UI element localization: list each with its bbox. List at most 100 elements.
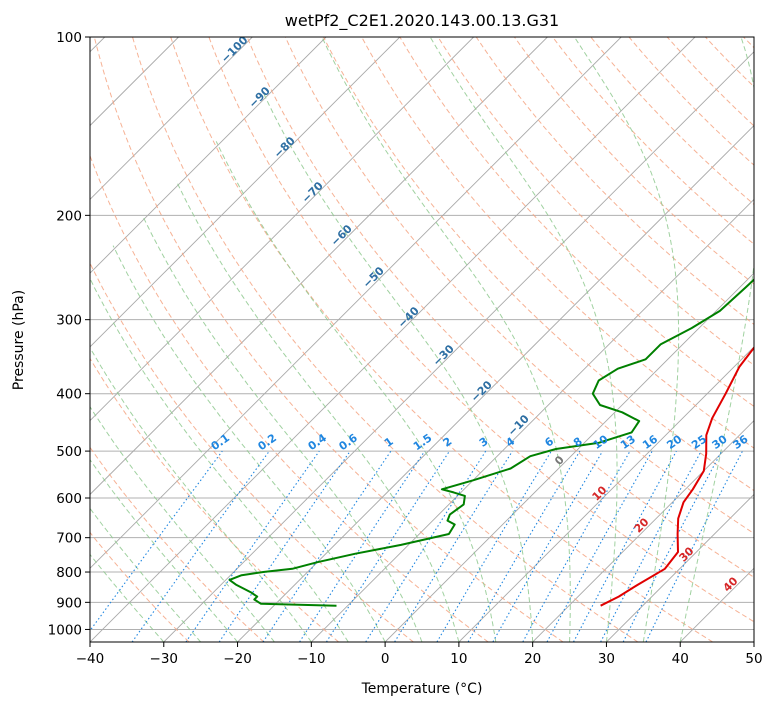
x-axis-label: Temperature (°C) xyxy=(361,681,483,697)
dry-adiabat-label: −50 xyxy=(360,264,387,291)
dry-adiabat-line xyxy=(552,37,754,245)
isotherm-line xyxy=(90,37,401,348)
x-axis: −40 −30 −20 −10 0 10 20 30 40 50 xyxy=(76,642,763,667)
y-axis: 100 200 300 400 500 600 700 800 900 1000 xyxy=(48,30,90,638)
x-tick-label: −30 xyxy=(150,651,179,667)
dry-adiabat-label: −30 xyxy=(430,342,457,369)
isotherm-line xyxy=(90,37,696,642)
isotherm-line xyxy=(384,272,754,642)
dry-adiabat-line xyxy=(705,37,754,88)
dry-adiabat-line xyxy=(628,37,754,166)
y-tick-label: 1000 xyxy=(48,622,82,638)
x-tick-label: 30 xyxy=(598,651,615,667)
x-tick-label: −20 xyxy=(223,651,252,667)
mixing-ratio-label: 1 xyxy=(382,435,396,450)
mixing-ratio-line xyxy=(394,450,513,642)
dry-adiabat-label: −100 xyxy=(219,33,251,65)
mixing-ratio-line xyxy=(299,450,426,642)
mixing-ratio-label: 3 xyxy=(477,435,491,450)
dry-adiabat-line xyxy=(170,37,713,642)
mixing-ratio-label: 36 xyxy=(730,432,750,452)
mixing-ratio-line xyxy=(262,450,392,642)
isotherm-line xyxy=(679,567,754,642)
y-tick-label: 800 xyxy=(56,565,82,581)
mixing-ratio-line xyxy=(467,450,581,642)
mixing-ratio-label: 30 xyxy=(710,432,730,452)
dry-adiabat-line xyxy=(437,37,754,366)
dry-adiabat-line xyxy=(246,37,754,578)
moist-adiabat-line xyxy=(90,277,349,642)
y-axis-label: Pressure (hPa) xyxy=(11,290,27,390)
moist-adiabat-line xyxy=(90,405,275,642)
dry-adiabat-line xyxy=(208,37,754,623)
dry-adiabat-line xyxy=(323,37,754,492)
x-tick-label: 0 xyxy=(381,651,390,667)
y-tick-label: 600 xyxy=(56,491,82,507)
dry-adiabat-line xyxy=(743,37,754,49)
isotherm-line xyxy=(90,37,548,496)
moist-adiabat-line xyxy=(90,346,312,642)
plot-frame xyxy=(89,36,755,643)
mixing-ratio-label: 10 xyxy=(591,432,611,452)
moist-adiabat-line xyxy=(112,245,386,642)
y-tick-label: 100 xyxy=(56,30,82,46)
dry-adiabat-label: 40 xyxy=(721,574,741,594)
moist-adiabat-line xyxy=(141,215,423,642)
mixing-ratio-line xyxy=(522,450,631,642)
isotherm-line xyxy=(753,641,754,642)
dry-adiabat-label: 0 xyxy=(552,453,567,468)
y-tick-label: 200 xyxy=(56,208,82,224)
mixing-ratio-line xyxy=(185,450,320,642)
mixing-ratio-line xyxy=(645,450,743,642)
y-tick-label: 500 xyxy=(56,444,82,460)
series-layer xyxy=(228,278,754,607)
y-tick-label: 300 xyxy=(56,313,82,329)
background-lines xyxy=(90,37,754,642)
mixing-ratio-line xyxy=(325,450,450,642)
moist-adiabat-line xyxy=(90,507,202,642)
moist-adiabat-line xyxy=(263,94,534,642)
dry-adiabat-line xyxy=(90,262,414,642)
dry-adiabat-label: −20 xyxy=(468,378,495,405)
isotherm-line xyxy=(90,37,474,422)
mixing-ratio-label: 20 xyxy=(664,432,684,452)
isotherm-line xyxy=(90,37,253,200)
x-tick-label: 20 xyxy=(524,651,541,667)
x-tick-label: −40 xyxy=(76,651,105,667)
mixing-ratio-line xyxy=(90,450,223,632)
y-tick-label: 400 xyxy=(56,387,82,403)
moist-adiabat-line xyxy=(573,37,680,642)
isotherm-line xyxy=(90,37,622,569)
isotherm-line xyxy=(532,420,754,642)
dry-adiabat-line xyxy=(361,37,754,449)
mixing-ratio-line xyxy=(573,450,677,642)
isotherm-line xyxy=(237,124,754,642)
isotherm-line xyxy=(163,51,754,642)
dry-adiabat-label: −60 xyxy=(328,222,355,249)
dry-adiabat-line xyxy=(90,154,489,642)
dry-adiabat-line xyxy=(399,37,754,408)
mixing-ratio-label: 0.6 xyxy=(336,431,360,453)
y-tick-label: 900 xyxy=(56,595,82,611)
isotherm-line xyxy=(311,198,754,642)
x-tick-label: 40 xyxy=(672,651,689,667)
moist-adiabat-line xyxy=(429,37,618,642)
moist-adiabat-line xyxy=(90,458,238,642)
dry-adiabat-line xyxy=(90,357,339,642)
mixing-ratio-line xyxy=(218,450,351,642)
dry-adiabat-label: 30 xyxy=(677,544,697,564)
mixing-ratio-line xyxy=(622,450,723,642)
dry-adiabat-line xyxy=(90,446,265,642)
temperature-profile xyxy=(600,346,754,607)
dry-adiabat-label: −90 xyxy=(246,84,273,111)
moist-adiabat-line xyxy=(215,141,497,642)
y-tick-label: 700 xyxy=(56,531,82,547)
mixing-ratio-label: 0.4 xyxy=(306,431,330,453)
moist-adiabat-line xyxy=(175,180,460,642)
mixing-ratio-label: 8 xyxy=(571,435,585,450)
x-tick-label: 10 xyxy=(450,651,467,667)
dry-adiabat-label: −40 xyxy=(395,304,422,331)
mixing-ratio-label: 2 xyxy=(441,435,455,450)
dry-adiabat-label: 10 xyxy=(590,483,610,503)
